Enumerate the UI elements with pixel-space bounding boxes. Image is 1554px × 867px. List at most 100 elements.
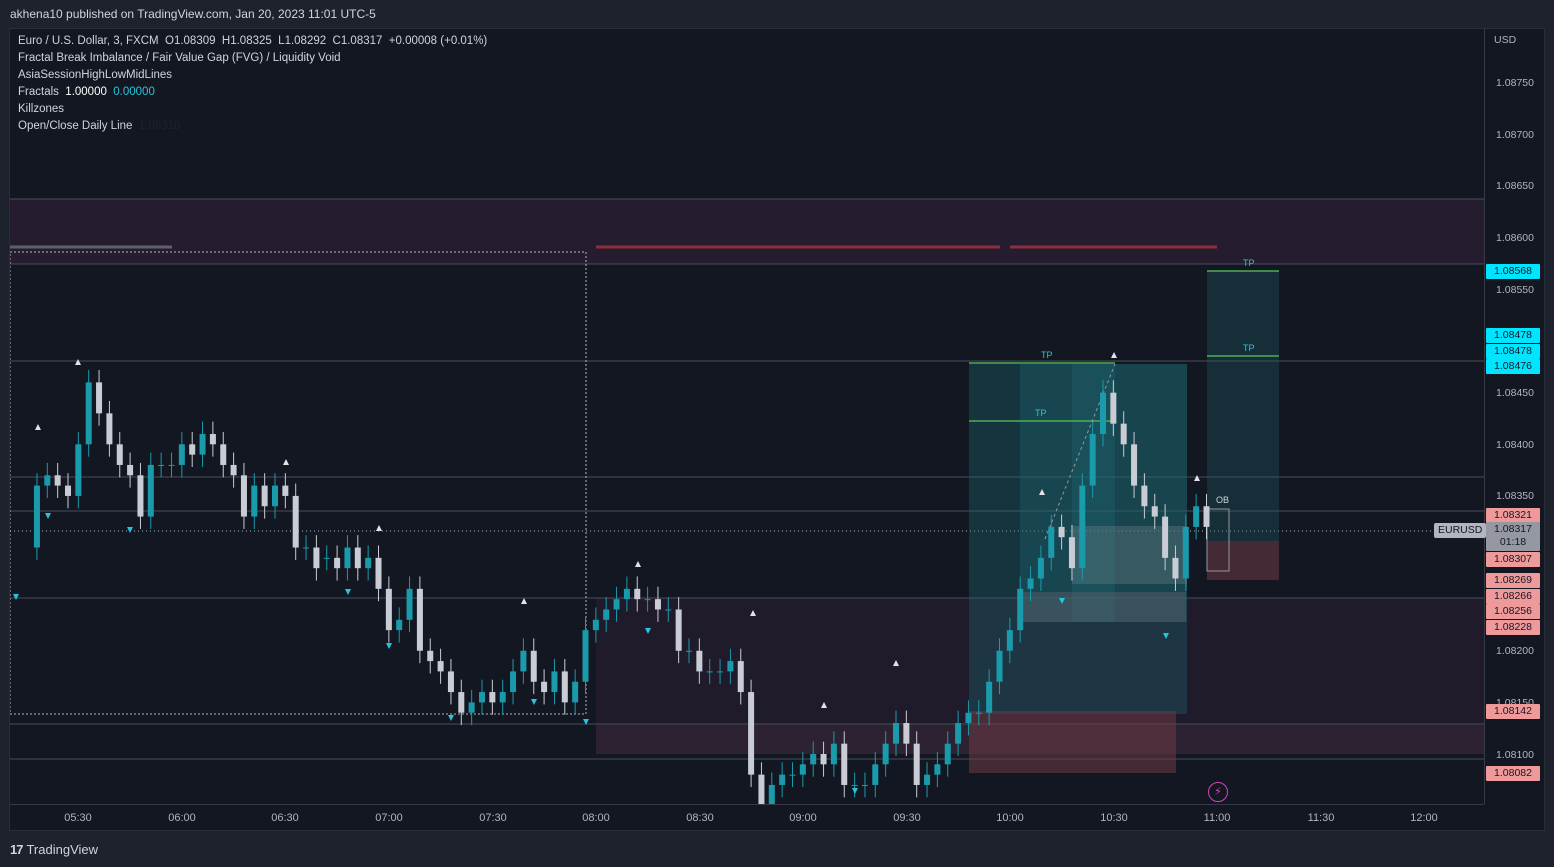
countdown: 01:18	[1499, 536, 1527, 548]
candle-body	[820, 754, 827, 765]
tp-label: TP	[1041, 350, 1053, 360]
candle-body	[686, 650, 692, 652]
candle-body	[1068, 537, 1075, 569]
candle-body	[1162, 516, 1169, 558]
price-tag: 1.08256	[1486, 604, 1540, 619]
order-block-box	[1020, 592, 1186, 622]
fractal-up-marker	[1194, 475, 1200, 481]
fractal-down-marker	[127, 527, 133, 533]
candle-body	[458, 692, 465, 713]
price-tag: 1.08478	[1486, 328, 1540, 343]
candle-body	[147, 464, 154, 517]
lightning-icon[interactable]: ⚡	[1208, 782, 1228, 802]
asia-session-box	[10, 251, 587, 715]
candle-body	[168, 464, 175, 466]
candle-body	[727, 661, 734, 672]
candle-body	[1006, 630, 1013, 651]
legend-symbol-name: Euro / U.S. Dollar, 3, FXCM	[18, 35, 159, 47]
candle-body	[1017, 588, 1024, 631]
candle-body	[841, 743, 848, 785]
candle-body	[489, 692, 496, 703]
price-label: 1.08750	[1496, 77, 1534, 89]
fractal-up-marker	[283, 459, 289, 465]
fractal-down-marker	[448, 715, 454, 721]
candle-body	[96, 382, 103, 414]
candle-body	[623, 588, 630, 600]
legend-indicator-asia[interactable]: AsiaSessionHighLowMidLines	[18, 69, 173, 81]
candle-body	[468, 702, 475, 713]
candle-body	[986, 681, 993, 713]
candle-body	[1182, 526, 1189, 579]
candle-body	[613, 599, 620, 610]
candle-body	[272, 485, 278, 507]
legend-indicator-killzones[interactable]: Killzones	[18, 103, 65, 115]
price-tag: 1.08321	[1486, 508, 1540, 523]
candle-body	[665, 609, 672, 611]
price-label: 1.08200	[1496, 645, 1534, 657]
candle-body	[1141, 485, 1148, 507]
fractal-down-marker	[645, 628, 651, 634]
fractal-down-marker	[852, 788, 858, 794]
candle-body	[375, 557, 382, 589]
candle-body	[303, 547, 310, 549]
fractals-label: Fractals	[18, 86, 59, 98]
candle-body	[934, 764, 941, 775]
price-label: 1.08550	[1496, 284, 1534, 296]
candle-body	[520, 650, 527, 672]
fractal-down-marker	[583, 719, 589, 725]
candle-body	[717, 671, 724, 673]
candle-body	[810, 754, 817, 765]
candle-body	[127, 464, 134, 476]
candle-body	[1027, 578, 1034, 589]
candle-body	[365, 557, 372, 569]
tradingview-logo[interactable]: 17 TradingView	[10, 842, 98, 857]
time-label: 05:30	[64, 812, 92, 824]
time-label: 07:00	[375, 812, 403, 824]
fractal-up-marker	[893, 660, 899, 666]
time-label: 11:30	[1307, 812, 1335, 824]
candle-body	[924, 774, 931, 785]
candle-body	[965, 712, 972, 724]
candle-body	[1193, 506, 1200, 527]
chart-canvas[interactable]: TP TP TP TP OB	[10, 29, 1484, 804]
fractals-value-2: 0.00000	[113, 86, 155, 98]
tp-label: TP	[1243, 258, 1255, 268]
fractal-down-marker	[386, 643, 392, 649]
time-label: 07:30	[479, 812, 507, 824]
candle-body	[1079, 485, 1086, 569]
footer: 17 TradingView	[0, 832, 1554, 867]
candle-body	[116, 444, 123, 465]
legend-indicator-openclose[interactable]: Open/Close Daily Line 1.08310	[18, 120, 180, 132]
candle-body	[1100, 392, 1106, 434]
candle-body	[313, 547, 320, 569]
candle-body	[913, 743, 920, 785]
time-axis[interactable]: 05:30 06:00 06:30 07:00 07:30 08:00 08:3…	[10, 804, 1484, 831]
long-position-target	[1020, 364, 1115, 622]
price-axis[interactable]: USD 1.08750 1.08700 1.08650 1.08600 1.08…	[1484, 29, 1546, 804]
candle-body	[385, 588, 392, 631]
legend-indicator-fvg[interactable]: Fractal Break Imbalance / Fair Value Gap…	[18, 52, 341, 64]
price-tag: 1.08307	[1486, 552, 1540, 567]
fractal-down-marker	[531, 699, 537, 705]
long-position-target	[1072, 364, 1187, 622]
candle-body	[178, 444, 185, 465]
fractal-up-marker	[376, 525, 382, 531]
candle-body	[1110, 392, 1117, 424]
current-price: 1.08317	[1494, 523, 1532, 535]
candle-body	[447, 671, 454, 693]
candle-body	[479, 692, 485, 703]
fractal-up-marker	[75, 359, 81, 365]
legend-indicator-fractals[interactable]: Fractals 1.00000 0.00000	[18, 86, 155, 98]
chart-plot-area[interactable]: TP TP TP TP OB	[10, 29, 1484, 804]
time-label: 12:00	[1410, 812, 1438, 824]
publish-header: akhena10 published on TradingView.com, J…	[0, 0, 1554, 28]
candle-body	[582, 630, 589, 682]
fractal-up-marker	[750, 610, 756, 616]
time-label: 08:00	[582, 812, 610, 824]
tp-label: TP	[1035, 408, 1047, 418]
candle-body	[75, 444, 82, 496]
candle-body	[344, 547, 351, 569]
session-zone	[10, 199, 1484, 264]
candle-body	[675, 609, 682, 651]
candle-body	[861, 784, 868, 786]
